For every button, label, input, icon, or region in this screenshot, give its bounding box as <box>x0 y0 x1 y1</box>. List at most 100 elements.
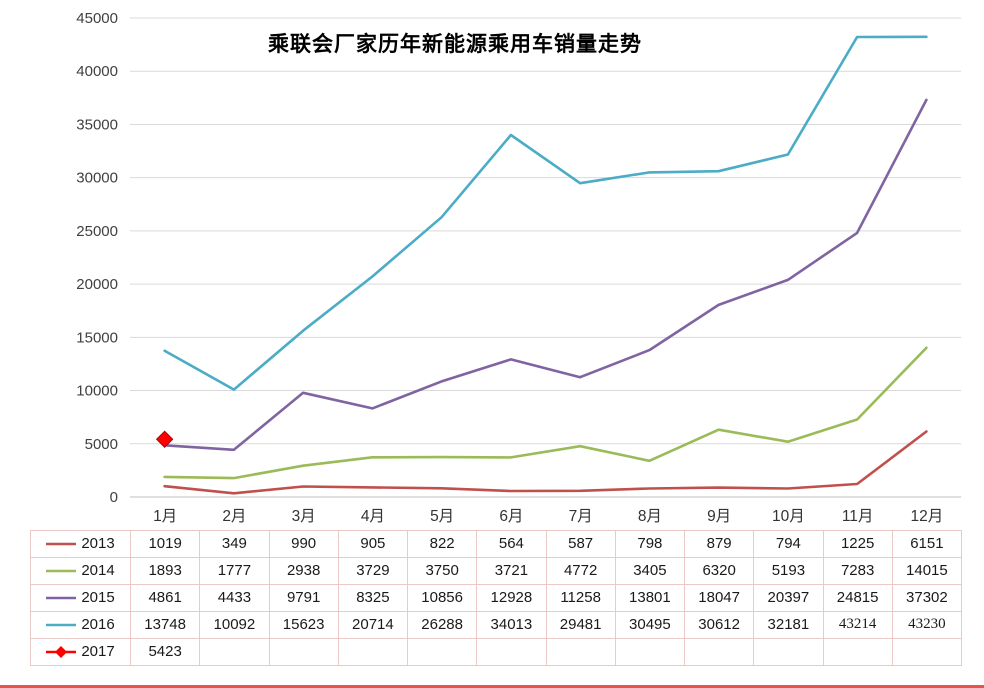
y-axis-label: 0 <box>110 489 118 506</box>
x-axis-label: 3月 <box>291 507 316 525</box>
value-cell: 12928 <box>476 583 547 612</box>
value-cell: 20397 <box>753 583 824 612</box>
value-cell: 4772 <box>545 556 616 585</box>
x-axis-label: 6月 <box>499 507 524 525</box>
value-cell: 7283 <box>822 556 893 585</box>
value-cell <box>822 637 893 666</box>
value-cell <box>199 637 270 666</box>
value-cell <box>268 637 339 666</box>
value-cell: 30495 <box>614 610 686 639</box>
value-cell: 879 <box>683 529 755 558</box>
legend-cell: 2017 <box>30 637 131 666</box>
series-year-label: 2017 <box>81 643 115 660</box>
y-axis-label: 30000 <box>76 170 118 187</box>
legend-entry: 2016 <box>31 616 130 633</box>
x-axis-label: 11月 <box>841 507 874 525</box>
value-cell: 6151 <box>891 529 963 558</box>
y-axis-label: 10000 <box>76 383 118 400</box>
value-cell <box>753 637 824 666</box>
value-cell: 9791 <box>268 583 339 612</box>
value-cell: 4433 <box>199 583 270 612</box>
series-line-2013 <box>163 430 928 495</box>
value-cell: 15623 <box>268 610 339 639</box>
value-cell: 3729 <box>337 556 409 585</box>
legend-entry: 2015 <box>31 589 130 606</box>
value-cell: 905 <box>337 529 409 558</box>
value-cell: 794 <box>753 529 824 558</box>
y-axis-label: 45000 <box>76 10 118 27</box>
value-cell: 14015 <box>891 556 963 585</box>
x-axis-label: 9月 <box>707 507 732 525</box>
legend-cell: 2015 <box>30 583 131 612</box>
data-marker-diamond-2017 <box>155 430 174 448</box>
value-cell: 3750 <box>406 556 478 585</box>
series-year-label: 2014 <box>81 562 115 579</box>
table-row-2014: 2014 1893 1777 2938 3729 3750 3721 4772 3405 6320… <box>30 556 963 585</box>
series-year-label: 2015 <box>81 589 115 606</box>
value-cell <box>337 637 409 666</box>
value-cell: 26288 <box>406 610 478 639</box>
value-cell: 13748 <box>129 610 201 639</box>
value-cell: 29481 <box>545 610 616 639</box>
value-cell: 4861 <box>129 583 201 612</box>
value-cell: 5423 <box>129 637 201 666</box>
table-row-2017: 2017 5423 <box>30 637 963 666</box>
legend-line-marker-icon <box>46 569 77 572</box>
value-cell: 43230 <box>891 610 963 639</box>
y-axis-label: 15000 <box>76 329 118 346</box>
value-cell: 564 <box>476 529 547 558</box>
value-cell: 8325 <box>337 583 409 612</box>
legend-entry: 2017 <box>31 643 130 660</box>
month-header-row: 1月 2月 3月 4月 5月 6月 7月 8月 9月 10月 11月 12月 <box>31 500 962 530</box>
legend-cell: 2016 <box>30 610 131 639</box>
value-cell: 990 <box>268 529 339 558</box>
table-row-2016: 2016 13748 10092 15623 20714 26288 34013 29481 3… <box>30 610 963 639</box>
corner-cell <box>31 500 131 530</box>
value-cell <box>891 637 963 666</box>
x-axis-label: 10月 <box>772 507 805 525</box>
value-cell: 1893 <box>129 556 201 585</box>
value-cell: 349 <box>199 529 270 558</box>
value-cell: 6320 <box>683 556 755 585</box>
legend-cell: 2013 <box>30 529 131 558</box>
value-cell: 20714 <box>337 610 409 639</box>
value-cell: 2938 <box>268 556 339 585</box>
value-cell <box>476 637 547 666</box>
chart-title: 乘联会厂家历年新能源乘用车销量走势 <box>268 33 642 56</box>
line-chart: 0 5000 10000 15000 20000 25000 30000 35000 40000… <box>76 10 961 506</box>
value-cell: 3405 <box>614 556 686 585</box>
y-axis-label: 40000 <box>76 63 118 80</box>
value-cell: 18047 <box>683 583 755 612</box>
series-line-2016 <box>163 35 928 391</box>
table-row-2015: 2015 4861 4433 9791 8325 10856 12928 11258 13801… <box>30 583 963 612</box>
value-cell <box>683 637 755 666</box>
value-cell: 798 <box>614 529 686 558</box>
value-cell <box>406 637 478 666</box>
legend-entry: 2014 <box>31 562 130 579</box>
x-axis-label: 4月 <box>360 507 385 525</box>
x-axis-label: 2月 <box>222 507 247 525</box>
y-axis-label: 5000 <box>85 436 118 453</box>
series-year-label: 2016 <box>81 616 115 633</box>
value-cell: 10092 <box>199 610 270 639</box>
x-axis-label: 7月 <box>568 507 593 525</box>
value-cell <box>614 637 686 666</box>
series-year-label: 2013 <box>81 535 115 552</box>
legend-line-marker-icon <box>46 542 77 545</box>
legend-entry: 2013 <box>31 535 130 552</box>
value-cell: 1225 <box>822 529 893 558</box>
legend-cell: 2014 <box>30 556 131 585</box>
value-cell: 822 <box>406 529 478 558</box>
y-axis-label: 25000 <box>76 223 118 240</box>
value-cell: 1777 <box>199 556 270 585</box>
x-axis-label: 12月 <box>910 507 944 525</box>
value-cell: 32181 <box>753 610 824 639</box>
y-axis-label: 20000 <box>76 276 118 293</box>
value-cell: 1019 <box>129 529 201 558</box>
value-cell: 34013 <box>476 610 547 639</box>
value-cell: 30612 <box>683 610 755 639</box>
series-line-2015 <box>163 98 928 452</box>
value-cell: 37302 <box>891 583 963 612</box>
series-line-2014 <box>163 346 928 480</box>
